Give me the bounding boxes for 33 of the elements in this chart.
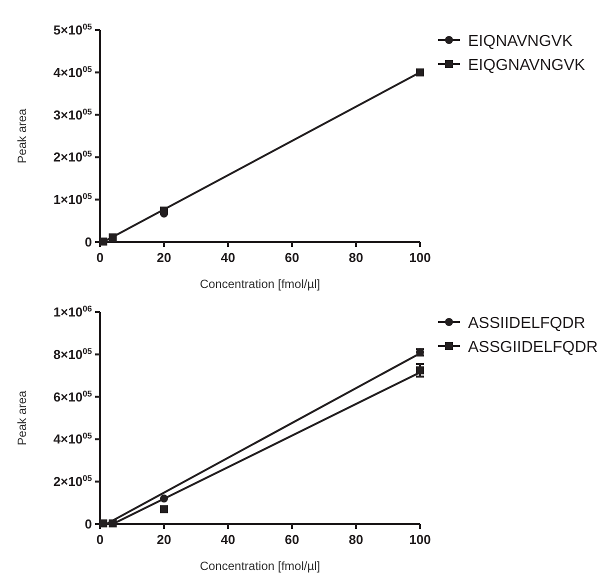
y-tick-label: 2×10$^{05}$ xyxy=(53,148,92,165)
legend-label: EIQGNAVNGVK xyxy=(468,57,586,74)
y-tick-label: 0 xyxy=(84,234,92,250)
x-tick-label: 80 xyxy=(348,532,364,547)
x-axis-title: Concentration [fmol/µl] xyxy=(200,277,320,291)
y-tick-label: 0 xyxy=(84,516,92,532)
y-tick-label: 5×10$^{05}$ xyxy=(53,22,92,38)
y-tick-label: 1×10$^{05}$ xyxy=(53,191,92,208)
y-tick-label: 4×10$^{05}$ xyxy=(53,64,92,80)
y-tick-label: 8×10$^{05}$ xyxy=(53,346,92,362)
x-tick-label: 20 xyxy=(156,532,172,547)
x-tick-label: 60 xyxy=(284,250,300,265)
x-tick-label: 0 xyxy=(96,532,104,547)
legend-label: EIQNAVNGVK xyxy=(468,33,573,50)
y-axis-title: Peak area xyxy=(15,108,29,164)
y-tick-label: 6×10$^{05}$ xyxy=(53,388,92,404)
x-tick-label: 100 xyxy=(409,250,431,265)
x-tick-label: 20 xyxy=(156,250,172,265)
y-tick-label: 3×10$^{05}$ xyxy=(53,106,92,122)
y-tick-label: 4×10$^{05}$ xyxy=(53,430,92,447)
x-tick-label: 0 xyxy=(96,250,104,265)
x-tick-label: 40 xyxy=(220,250,236,265)
x-tick-label: 60 xyxy=(284,532,300,547)
point xyxy=(160,505,168,514)
y-tick-label: 1×10$^{06}$ xyxy=(53,304,92,320)
y-tick-label: 2×10$^{05}$ xyxy=(53,473,92,490)
x-tick-label: 100 xyxy=(409,532,431,547)
x-tick-label: 80 xyxy=(348,250,364,265)
legend-label: ASSGIIDELFQDR xyxy=(468,339,598,356)
legend-label: ASSIIDELFQDR xyxy=(468,315,586,332)
x-tick-label: 40 xyxy=(220,532,236,547)
y-axis-title: Peak area xyxy=(15,390,29,446)
x-axis-title: Concentration [fmol/µl] xyxy=(200,559,320,573)
